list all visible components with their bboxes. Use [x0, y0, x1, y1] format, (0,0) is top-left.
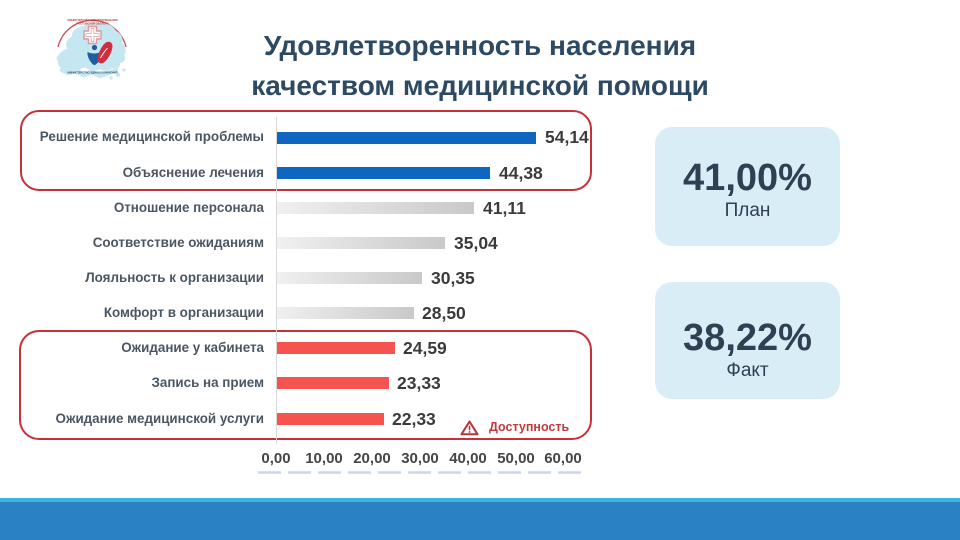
svg-text:РОСТОВСКОЙ ОБЛАСТИ: РОСТОВСКОЙ ОБЛАСТИ — [77, 22, 109, 26]
svg-text:МИНИСТЕРСТВО ЗДРАВООХРАНЕНИЯ: МИНИСТЕРСТВО ЗДРАВООХРАНЕНИЯ — [68, 18, 118, 22]
svg-text:МИНИСТЕРСТВО ЗДРАВООХРАНЕНИЯ: МИНИСТЕРСТВО ЗДРАВООХРАНЕНИЯ — [68, 71, 118, 75]
